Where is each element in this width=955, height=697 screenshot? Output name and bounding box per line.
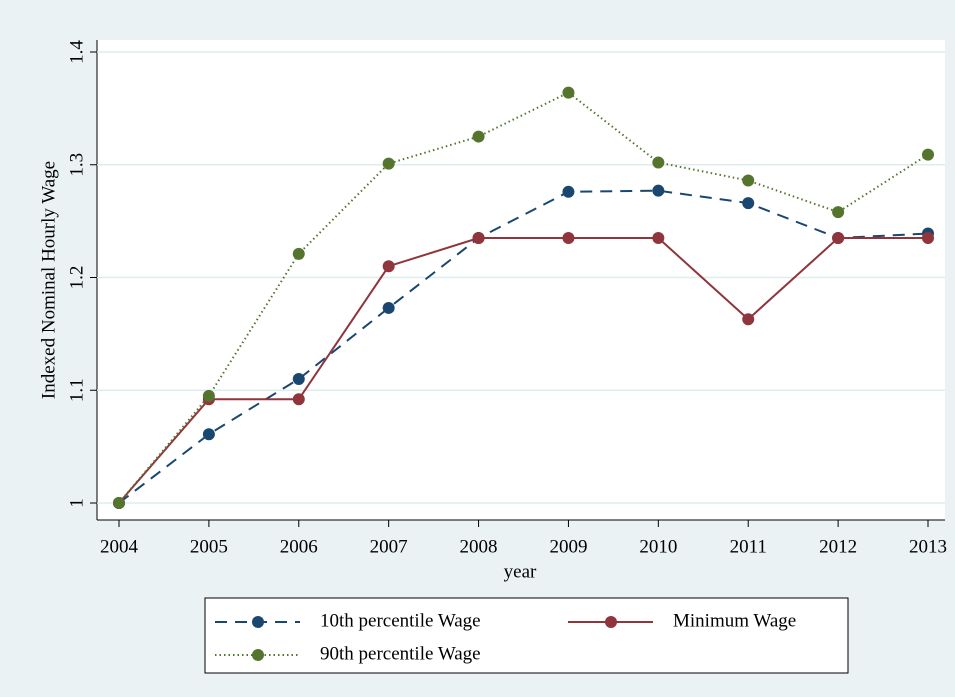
legend-label: 90th percentile Wage: [320, 643, 481, 664]
y-tick-label: 1: [66, 498, 87, 508]
marker: [292, 372, 305, 385]
legend-label: 10th percentile Wage: [320, 610, 481, 631]
y-tick-label: 1.4: [66, 40, 87, 64]
marker: [382, 157, 395, 170]
marker: [382, 301, 395, 314]
plot-area: [97, 40, 945, 520]
legend-marker: [252, 616, 264, 628]
marker: [742, 313, 755, 326]
x-tick-label: 2006: [280, 536, 318, 557]
x-tick-label: 2007: [370, 536, 408, 557]
marker: [832, 232, 845, 245]
series-line: [118, 237, 928, 504]
marker: [113, 497, 125, 509]
marker: [922, 232, 934, 245]
marker: [742, 197, 755, 210]
y-axis-title: Indexed Nominal Hourly Wage: [38, 161, 59, 399]
marker: [382, 260, 395, 273]
y-tick-label: 1.1: [66, 378, 87, 402]
x-tick-label: 2011: [730, 536, 767, 557]
x-axis-title: year: [504, 561, 537, 582]
y-tick-label: 1.2: [66, 266, 87, 290]
marker: [202, 428, 215, 441]
marker: [292, 247, 305, 260]
series-line: [118, 189, 929, 504]
marker: [292, 393, 305, 406]
legend-marker: [252, 649, 264, 661]
x-tick-label: 2004: [100, 536, 139, 557]
marker: [472, 232, 485, 245]
y-tick-label: 1.3: [66, 153, 87, 177]
marker: [562, 232, 575, 245]
marker: [562, 185, 575, 198]
marker: [832, 206, 845, 219]
x-tick-label: 2010: [639, 536, 677, 557]
legend-label: Minimum Wage: [673, 610, 796, 631]
x-tick-label: 2009: [549, 536, 587, 557]
x-tick-label: 2008: [460, 536, 498, 557]
x-tick-label: 2013: [909, 536, 947, 557]
legend: [204, 597, 849, 674]
marker: [652, 232, 665, 245]
marker: [652, 184, 665, 197]
x-tick-label: 2005: [190, 536, 228, 557]
legend-marker: [605, 616, 617, 628]
marker: [202, 389, 215, 402]
x-tick-label: 2012: [819, 536, 857, 557]
marker: [742, 174, 755, 187]
marker: [562, 86, 575, 99]
marker: [652, 156, 665, 169]
series-line: [118, 91, 929, 504]
marker: [472, 130, 485, 143]
marker: [922, 148, 934, 161]
